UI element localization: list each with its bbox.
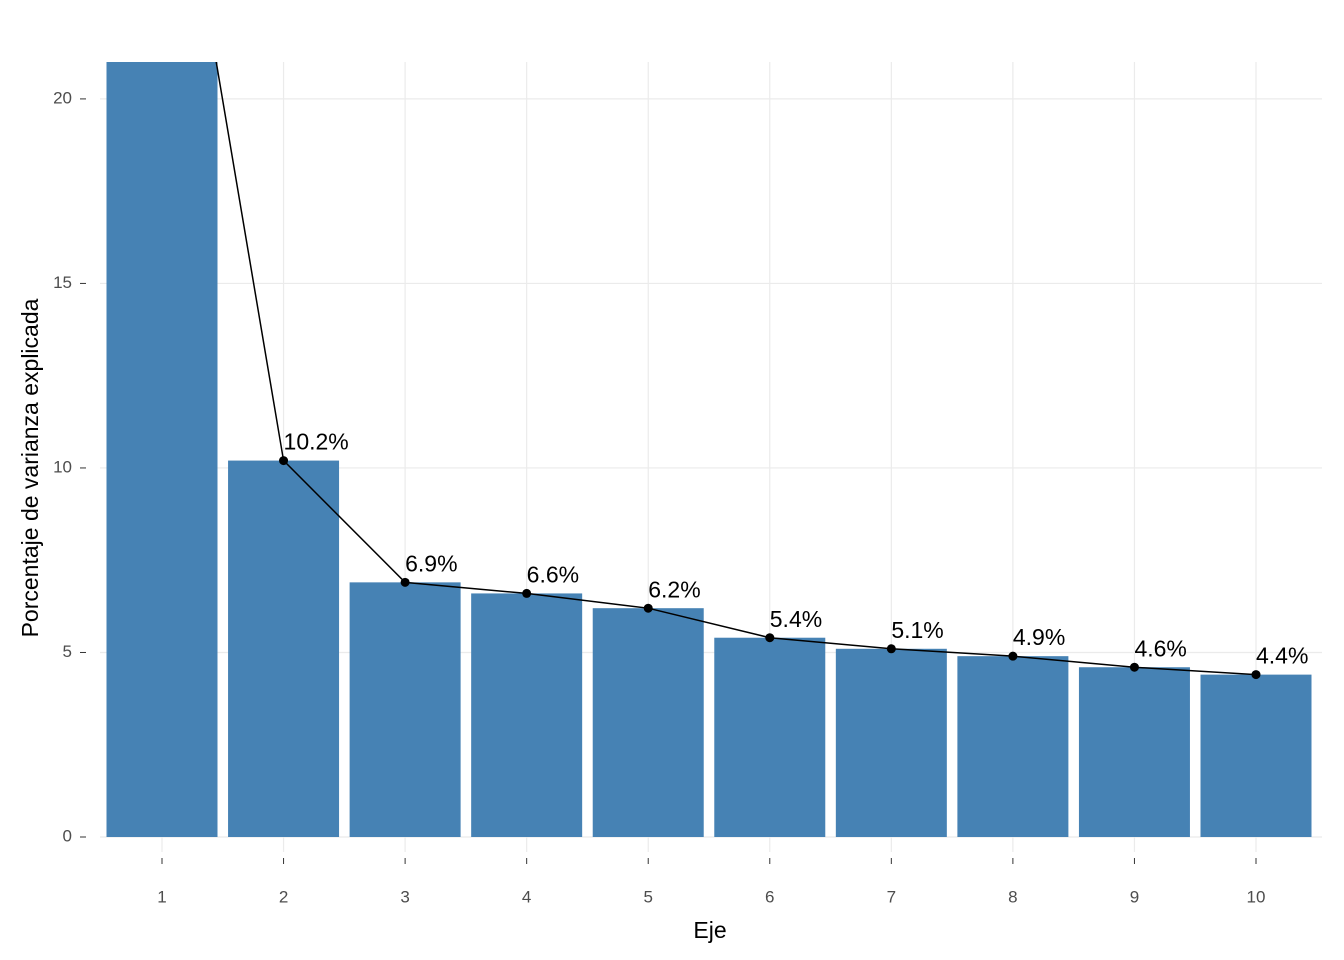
- value-label: 6.6%: [527, 562, 579, 588]
- bar: [228, 460, 340, 837]
- point: [522, 588, 532, 598]
- x-tick-label: 10: [1247, 887, 1266, 906]
- value-label: 6.9%: [405, 550, 457, 576]
- point: [400, 577, 410, 587]
- y-tick-label: 20: [53, 88, 72, 107]
- bar: [714, 637, 826, 837]
- y-axis-title: Porcentaje de varianza explicada: [17, 298, 43, 637]
- value-label: 4.6%: [1134, 635, 1186, 661]
- x-tick-label: 5: [643, 887, 652, 906]
- x-tick-label: 6: [765, 887, 774, 906]
- point: [1129, 662, 1139, 672]
- y-tick-label: 5: [63, 642, 72, 661]
- y-tick-label: 15: [53, 273, 72, 292]
- x-tick-label: 1: [157, 887, 166, 906]
- value-label: 10.2%: [284, 429, 349, 455]
- x-tick-label: 7: [887, 887, 896, 906]
- y-tick-label: 0: [63, 826, 72, 845]
- value-label: 5.4%: [770, 606, 822, 632]
- value-label: 4.9%: [1013, 624, 1065, 650]
- value-label: 4.4%: [1256, 643, 1308, 669]
- value-label: 5.1%: [891, 617, 943, 643]
- point: [1008, 651, 1018, 661]
- bar: [349, 582, 461, 837]
- x-tick-label: 9: [1130, 887, 1139, 906]
- x-tick-label: 4: [522, 887, 531, 906]
- x-tick-label: 3: [400, 887, 409, 906]
- y-tick-label: 10: [53, 457, 72, 476]
- bar: [592, 608, 704, 837]
- x-tick-label: 8: [1008, 887, 1017, 906]
- bar: [1078, 667, 1190, 837]
- point: [886, 644, 896, 654]
- bar: [957, 656, 1069, 837]
- value-label: 6.2%: [648, 576, 700, 602]
- x-axis-title: Eje: [693, 917, 726, 943]
- bar: [471, 593, 583, 837]
- bar: [1200, 674, 1312, 837]
- line: [215, 62, 1257, 676]
- point: [279, 456, 289, 466]
- plot-panel: 10.2% 6.9% 6.6% 6.2% 5.4% 5.1% 4.9% 4.6% 4.4%: [106, 62, 1312, 837]
- x-tick-label: 2: [279, 887, 288, 906]
- point: [1251, 670, 1261, 680]
- point: [643, 603, 653, 613]
- bar: [106, 62, 218, 837]
- bar: [835, 648, 947, 837]
- point: [765, 633, 775, 643]
